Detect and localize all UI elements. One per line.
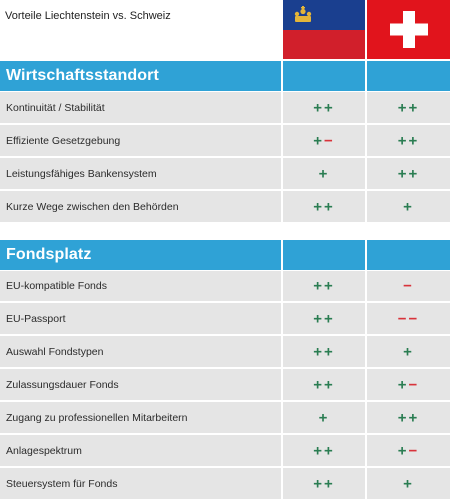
plus-icon: + xyxy=(324,343,335,360)
plus-icon: + xyxy=(313,442,324,459)
section-header: Fondsplatz xyxy=(0,240,450,270)
plus-icon: + xyxy=(324,310,335,327)
row-label: Effiziente Gesetzgebung xyxy=(6,134,121,147)
row-label: Steuersystem für Fonds xyxy=(6,477,118,490)
minus-icon: − xyxy=(408,310,420,327)
row-label: EU-Passport xyxy=(6,312,66,325)
rating-liechtenstein: ++ xyxy=(283,377,365,392)
liechtenstein-flag-icon xyxy=(283,0,365,59)
plus-icon: + xyxy=(313,376,324,393)
plus-icon: + xyxy=(403,343,414,360)
table-row: EU-Passport ++ −− xyxy=(0,303,450,334)
rating-switzerland: + xyxy=(367,344,450,359)
section-title: Wirtschaftsstandort xyxy=(6,67,159,84)
rating-switzerland: ++ xyxy=(367,166,450,181)
plus-icon: + xyxy=(324,475,335,492)
plus-icon: + xyxy=(324,442,335,459)
rating-liechtenstein: ++ xyxy=(283,199,365,214)
rating-switzerland: − xyxy=(367,279,450,294)
table-title: Vorteile Liechtenstein vs. Schweiz xyxy=(5,10,171,22)
plus-icon: + xyxy=(408,132,420,149)
minus-icon: − xyxy=(397,310,409,327)
rating-switzerland: + xyxy=(367,199,450,214)
plus-icon: + xyxy=(324,277,335,295)
rating-switzerland: +− xyxy=(367,377,450,392)
rating-liechtenstein: + xyxy=(283,410,365,425)
row-label: Kontinuität / Stabilität xyxy=(6,101,105,114)
switzerland-flag-icon xyxy=(367,0,450,59)
plus-icon: + xyxy=(324,99,335,116)
plus-icon: + xyxy=(318,165,330,182)
plus-icon: + xyxy=(397,165,409,182)
plus-icon: + xyxy=(313,198,324,215)
rating-liechtenstein: ++ xyxy=(283,443,365,458)
plus-icon: + xyxy=(313,99,324,116)
row-label: Auswahl Fondstypen xyxy=(6,345,104,358)
table-row: EU-kompatible Fonds ++ − xyxy=(0,271,450,301)
plus-icon: + xyxy=(397,442,409,459)
plus-icon: + xyxy=(397,409,409,426)
table-row: Kontinuität / Stabilität ++ ++ xyxy=(0,92,450,123)
table-row: Leistungsfähiges Bankensystem + ++ xyxy=(0,158,450,189)
rating-liechtenstein: ++ xyxy=(283,344,365,359)
plus-icon: + xyxy=(408,409,420,426)
rating-liechtenstein: + xyxy=(283,166,365,181)
rating-switzerland: −− xyxy=(367,311,450,326)
row-label: Anlagespektrum xyxy=(6,444,82,457)
plus-icon: + xyxy=(397,376,409,393)
rating-liechtenstein: ++ xyxy=(283,311,365,326)
rating-switzerland: ++ xyxy=(367,410,450,425)
minus-icon: − xyxy=(403,277,414,295)
plus-icon: + xyxy=(403,475,414,492)
plus-icon: + xyxy=(313,277,324,295)
plus-icon: + xyxy=(397,132,409,149)
rating-liechtenstein: ++ xyxy=(283,279,365,294)
plus-icon: + xyxy=(313,475,324,492)
rating-liechtenstein: +− xyxy=(283,133,365,148)
plus-icon: + xyxy=(313,132,324,149)
row-label: Zulassungsdauer Fonds xyxy=(6,378,119,391)
row-label: Zugang zu professionellen Mitarbeitern xyxy=(6,411,188,424)
plus-icon: + xyxy=(408,99,420,116)
row-label: Leistungsfähiges Bankensystem xyxy=(6,167,157,180)
rating-switzerland: + xyxy=(367,476,450,491)
plus-icon: + xyxy=(397,99,409,116)
table-row: Zulassungsdauer Fonds ++ +− xyxy=(0,369,450,400)
table-row: Anlagespektrum ++ +− xyxy=(0,435,450,466)
table-row: Effiziente Gesetzgebung +− ++ xyxy=(0,125,450,156)
table-row: Auswahl Fondstypen ++ + xyxy=(0,336,450,367)
rating-switzerland: ++ xyxy=(367,133,450,148)
plus-icon: + xyxy=(324,376,335,393)
minus-icon: − xyxy=(324,132,335,149)
plus-icon: + xyxy=(324,198,335,215)
table-row: Steuersystem für Fonds ++ + xyxy=(0,468,450,499)
table-row: Kurze Wege zwischen den Behörden ++ + xyxy=(0,191,450,222)
rating-liechtenstein: ++ xyxy=(283,100,365,115)
section-header: Wirtschaftsstandort xyxy=(0,61,450,91)
plus-icon: + xyxy=(318,409,330,426)
rating-liechtenstein: ++ xyxy=(283,476,365,491)
rating-switzerland: +− xyxy=(367,443,450,458)
plus-icon: + xyxy=(313,343,324,360)
plus-icon: + xyxy=(313,310,324,327)
minus-icon: − xyxy=(408,442,420,459)
plus-icon: + xyxy=(403,198,414,215)
plus-icon: + xyxy=(408,165,420,182)
table-row: Zugang zu professionellen Mitarbeitern + +… xyxy=(0,402,450,433)
row-label: Kurze Wege zwischen den Behörden xyxy=(6,200,179,213)
section-title: Fondsplatz xyxy=(6,246,92,263)
minus-icon: − xyxy=(408,376,420,393)
row-label: EU-kompatible Fonds xyxy=(6,280,107,292)
rating-switzerland: ++ xyxy=(367,100,450,115)
